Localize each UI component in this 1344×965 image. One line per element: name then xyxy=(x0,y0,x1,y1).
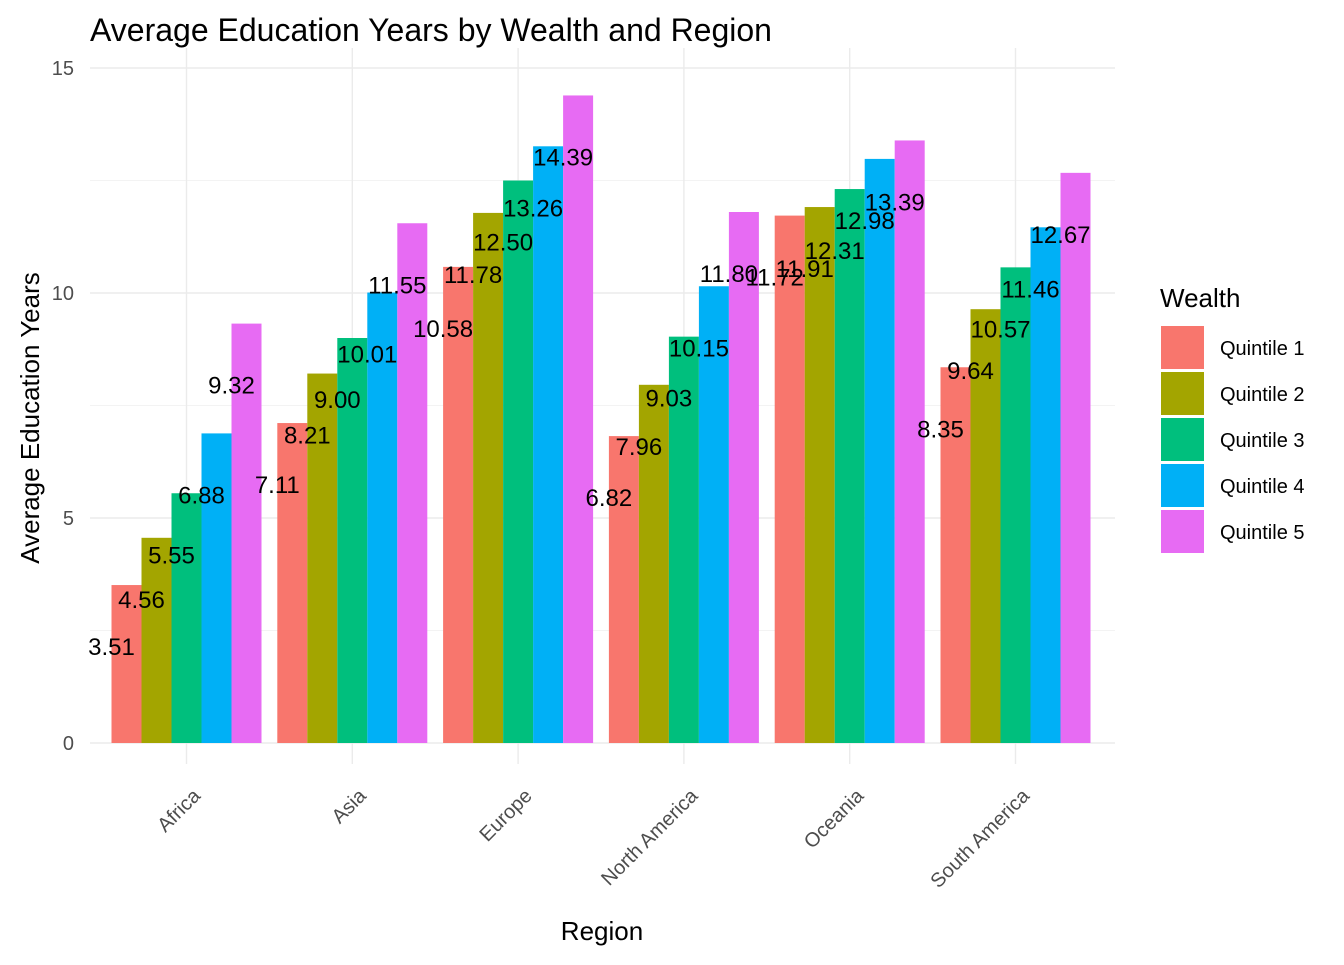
legend-swatch xyxy=(1161,372,1204,415)
bar xyxy=(201,433,232,743)
bar xyxy=(443,266,474,743)
bar xyxy=(1000,267,1031,743)
y-tick-label: 0 xyxy=(63,733,74,755)
data-label: 10.57 xyxy=(970,316,1030,343)
bar xyxy=(277,423,308,743)
bar xyxy=(894,140,925,743)
x-tick-label: Europe xyxy=(475,785,536,846)
data-label: 13.26 xyxy=(503,195,563,222)
legend-label: Quintile 1 xyxy=(1220,338,1305,360)
bar xyxy=(638,384,669,743)
data-labels: 3.51 7.11 10.58 6.82 11.72 8.35 4.56 8.21 11.78 7… xyxy=(88,144,1090,661)
data-label: 3.51 xyxy=(88,634,135,661)
x-tick-label: North America xyxy=(597,784,703,890)
bar xyxy=(171,493,202,743)
y-tick-label: 15 xyxy=(52,58,74,80)
bar xyxy=(698,286,729,743)
bar xyxy=(503,180,534,743)
data-label: 8.35 xyxy=(917,416,964,443)
bar xyxy=(367,292,398,743)
data-label: 10.15 xyxy=(669,335,729,362)
bar xyxy=(111,585,142,743)
bar xyxy=(563,95,594,743)
x-tick-label: Asia xyxy=(328,784,372,828)
legend-swatch xyxy=(1161,418,1204,461)
legend-label: Quintile 5 xyxy=(1220,522,1305,544)
legend: Wealth Quintile 1 Quintile 2 Quintile 3 Qui… xyxy=(1160,283,1305,553)
x-axis-ticks: Africa Asia Europe North America Oceania Sout… xyxy=(153,784,1034,892)
bar xyxy=(970,309,1001,743)
bar xyxy=(1030,227,1061,744)
bar xyxy=(804,207,835,744)
bar xyxy=(231,323,262,743)
data-label: 12.67 xyxy=(1030,222,1090,249)
data-label: 9.64 xyxy=(947,358,994,385)
bar xyxy=(1060,172,1091,744)
data-label: 10.58 xyxy=(413,316,473,343)
data-label: 4.56 xyxy=(118,587,165,614)
data-label: 13.39 xyxy=(865,189,925,216)
legend-swatch xyxy=(1161,510,1204,553)
bar xyxy=(337,338,368,743)
data-label: 11.91 xyxy=(776,256,834,283)
bars xyxy=(111,95,1091,744)
bar xyxy=(728,212,759,743)
data-label: 11.55 xyxy=(368,272,426,299)
data-label: 7.96 xyxy=(616,434,663,461)
legend-label: Quintile 4 xyxy=(1220,476,1305,498)
data-label: 12.50 xyxy=(473,230,533,257)
y-tick-label: 10 xyxy=(52,283,74,305)
data-label: 11.80 xyxy=(700,261,758,288)
x-tick-label: South America xyxy=(927,784,1035,892)
data-label: 7.11 xyxy=(255,472,300,499)
data-label: 9.03 xyxy=(646,386,693,413)
data-label: 5.55 xyxy=(148,542,195,569)
x-tick-label: Africa xyxy=(153,784,205,836)
bar xyxy=(834,189,865,744)
chart-title: Average Education Years by Wealth and Re… xyxy=(90,12,772,48)
data-label: 9.32 xyxy=(208,373,255,400)
bar xyxy=(141,537,172,743)
bar xyxy=(307,373,338,743)
bar xyxy=(473,212,504,743)
legend-label: Quintile 3 xyxy=(1220,430,1305,452)
data-label: 12.31 xyxy=(805,238,865,265)
bar xyxy=(397,223,428,743)
bar xyxy=(668,336,699,743)
data-label: 6.82 xyxy=(586,485,633,512)
legend-swatch xyxy=(1161,464,1204,507)
bar xyxy=(940,367,971,743)
data-label: 6.88 xyxy=(178,482,225,509)
legend-title: Wealth xyxy=(1160,283,1240,313)
data-label: 14.39 xyxy=(533,144,593,171)
legend-swatch xyxy=(1161,326,1204,369)
bar xyxy=(774,215,805,744)
bar xyxy=(608,436,639,743)
data-label: 11.46 xyxy=(1001,276,1059,303)
y-axis-ticks: 0 5 10 15 xyxy=(52,58,74,755)
data-label: 12.98 xyxy=(835,208,895,235)
bar xyxy=(864,158,895,743)
x-axis-title: Region xyxy=(561,916,643,946)
y-tick-label: 5 xyxy=(63,508,74,530)
bar xyxy=(533,146,564,744)
y-axis-title: Average Education Years xyxy=(15,272,45,564)
data-label: 9.00 xyxy=(314,387,361,414)
data-label: 11.78 xyxy=(444,262,502,289)
data-label: 8.21 xyxy=(284,423,331,450)
legend-label: Quintile 2 xyxy=(1220,384,1305,406)
data-label: 10.01 xyxy=(337,342,397,369)
data-label: 11.72 xyxy=(746,265,804,292)
x-tick-label: Oceania xyxy=(800,784,869,853)
